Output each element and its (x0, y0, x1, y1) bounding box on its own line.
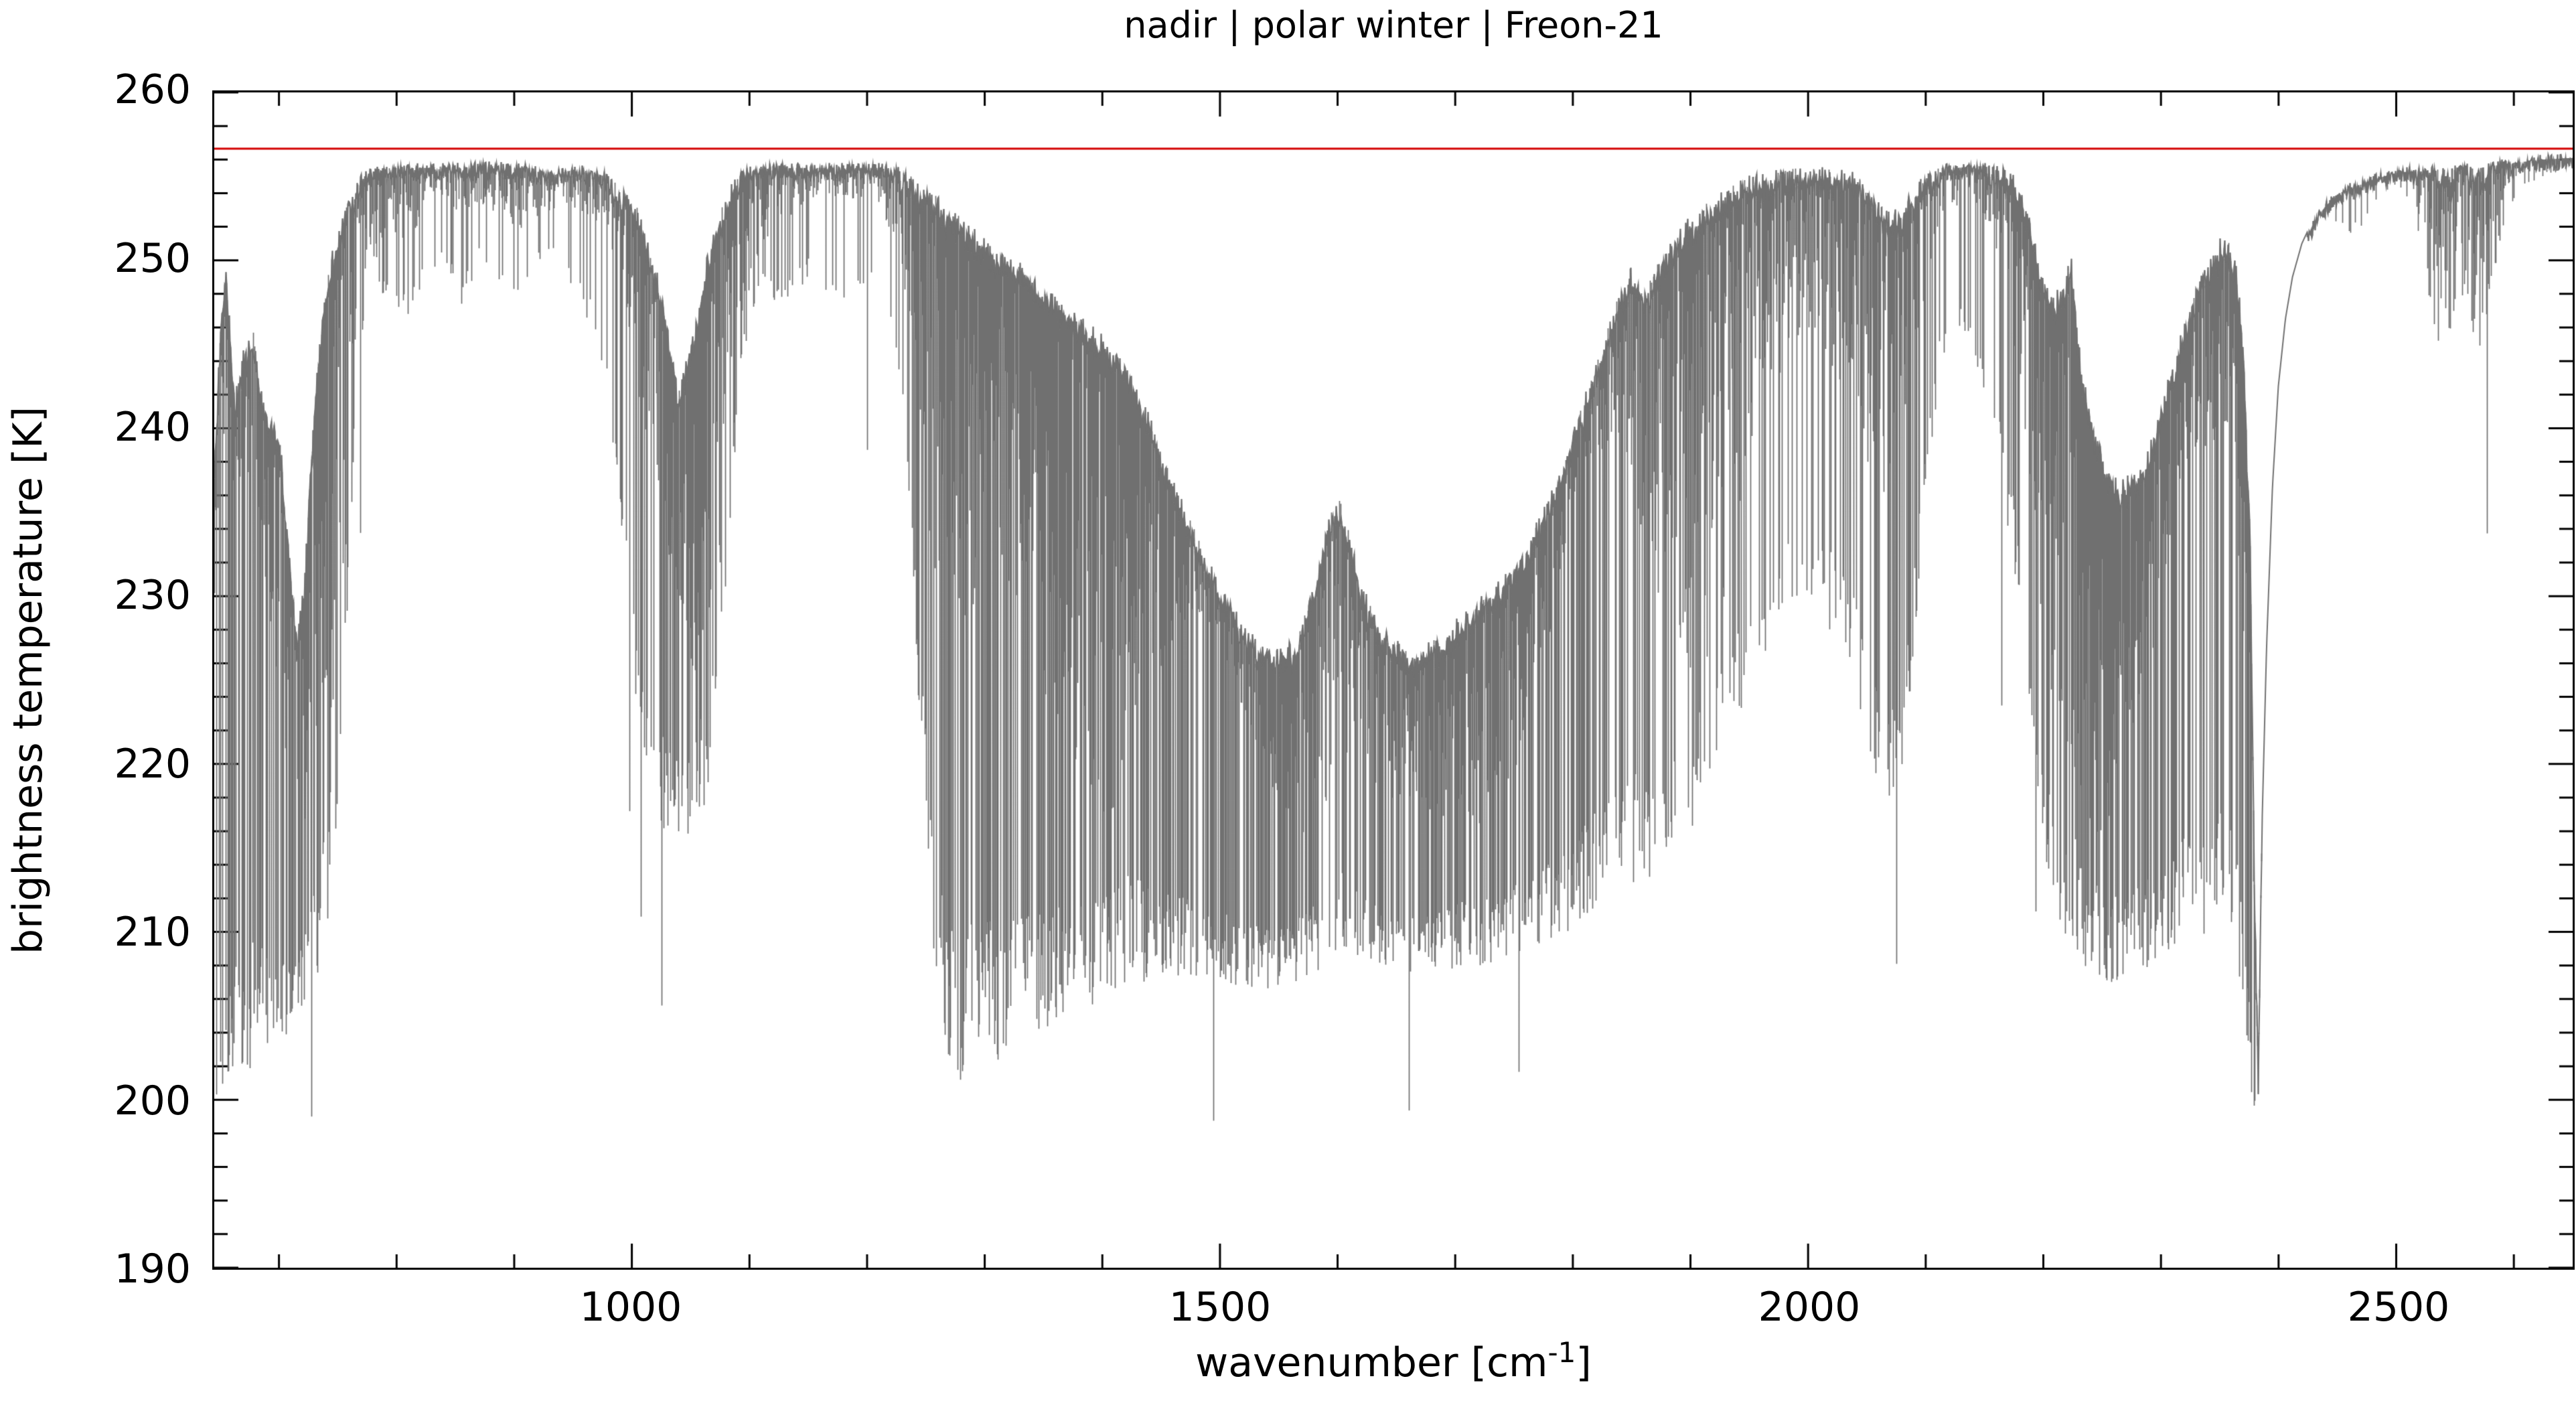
x-tick-label-1500: 1500 (1168, 1284, 1272, 1331)
y-tick-label-200: 200 (114, 1077, 191, 1124)
chart-title: nadir | polar winter | Freon-21 (1124, 4, 1663, 46)
y-tick-label-250: 250 (114, 234, 191, 282)
x-tick-label-1000: 1000 (579, 1284, 682, 1331)
plot-area (212, 90, 2575, 1270)
x-axis-title: wavenumber [cm-1] (1059, 1339, 1728, 1384)
y-axis-title: brightness temperature [K] (5, 406, 52, 954)
x-axis-title-post: ] (1576, 1339, 1592, 1386)
y-tick-label-230: 230 (114, 571, 191, 619)
x-tick-label-2000: 2000 (1758, 1284, 1861, 1331)
y-tick-label-210: 210 (114, 908, 191, 956)
y-tick-label-220: 220 (114, 740, 191, 788)
spectrum-canvas (214, 92, 2573, 1268)
x-axis-title-pre: wavenumber [cm (1195, 1339, 1548, 1386)
x-tick-label-2500: 2500 (2347, 1284, 2450, 1331)
y-tick-label-240: 240 (114, 403, 191, 451)
x-axis-title-superscript: -1 (1547, 1336, 1576, 1369)
y-tick-label-190: 190 (114, 1245, 191, 1292)
y-tick-label-260: 260 (114, 66, 191, 113)
